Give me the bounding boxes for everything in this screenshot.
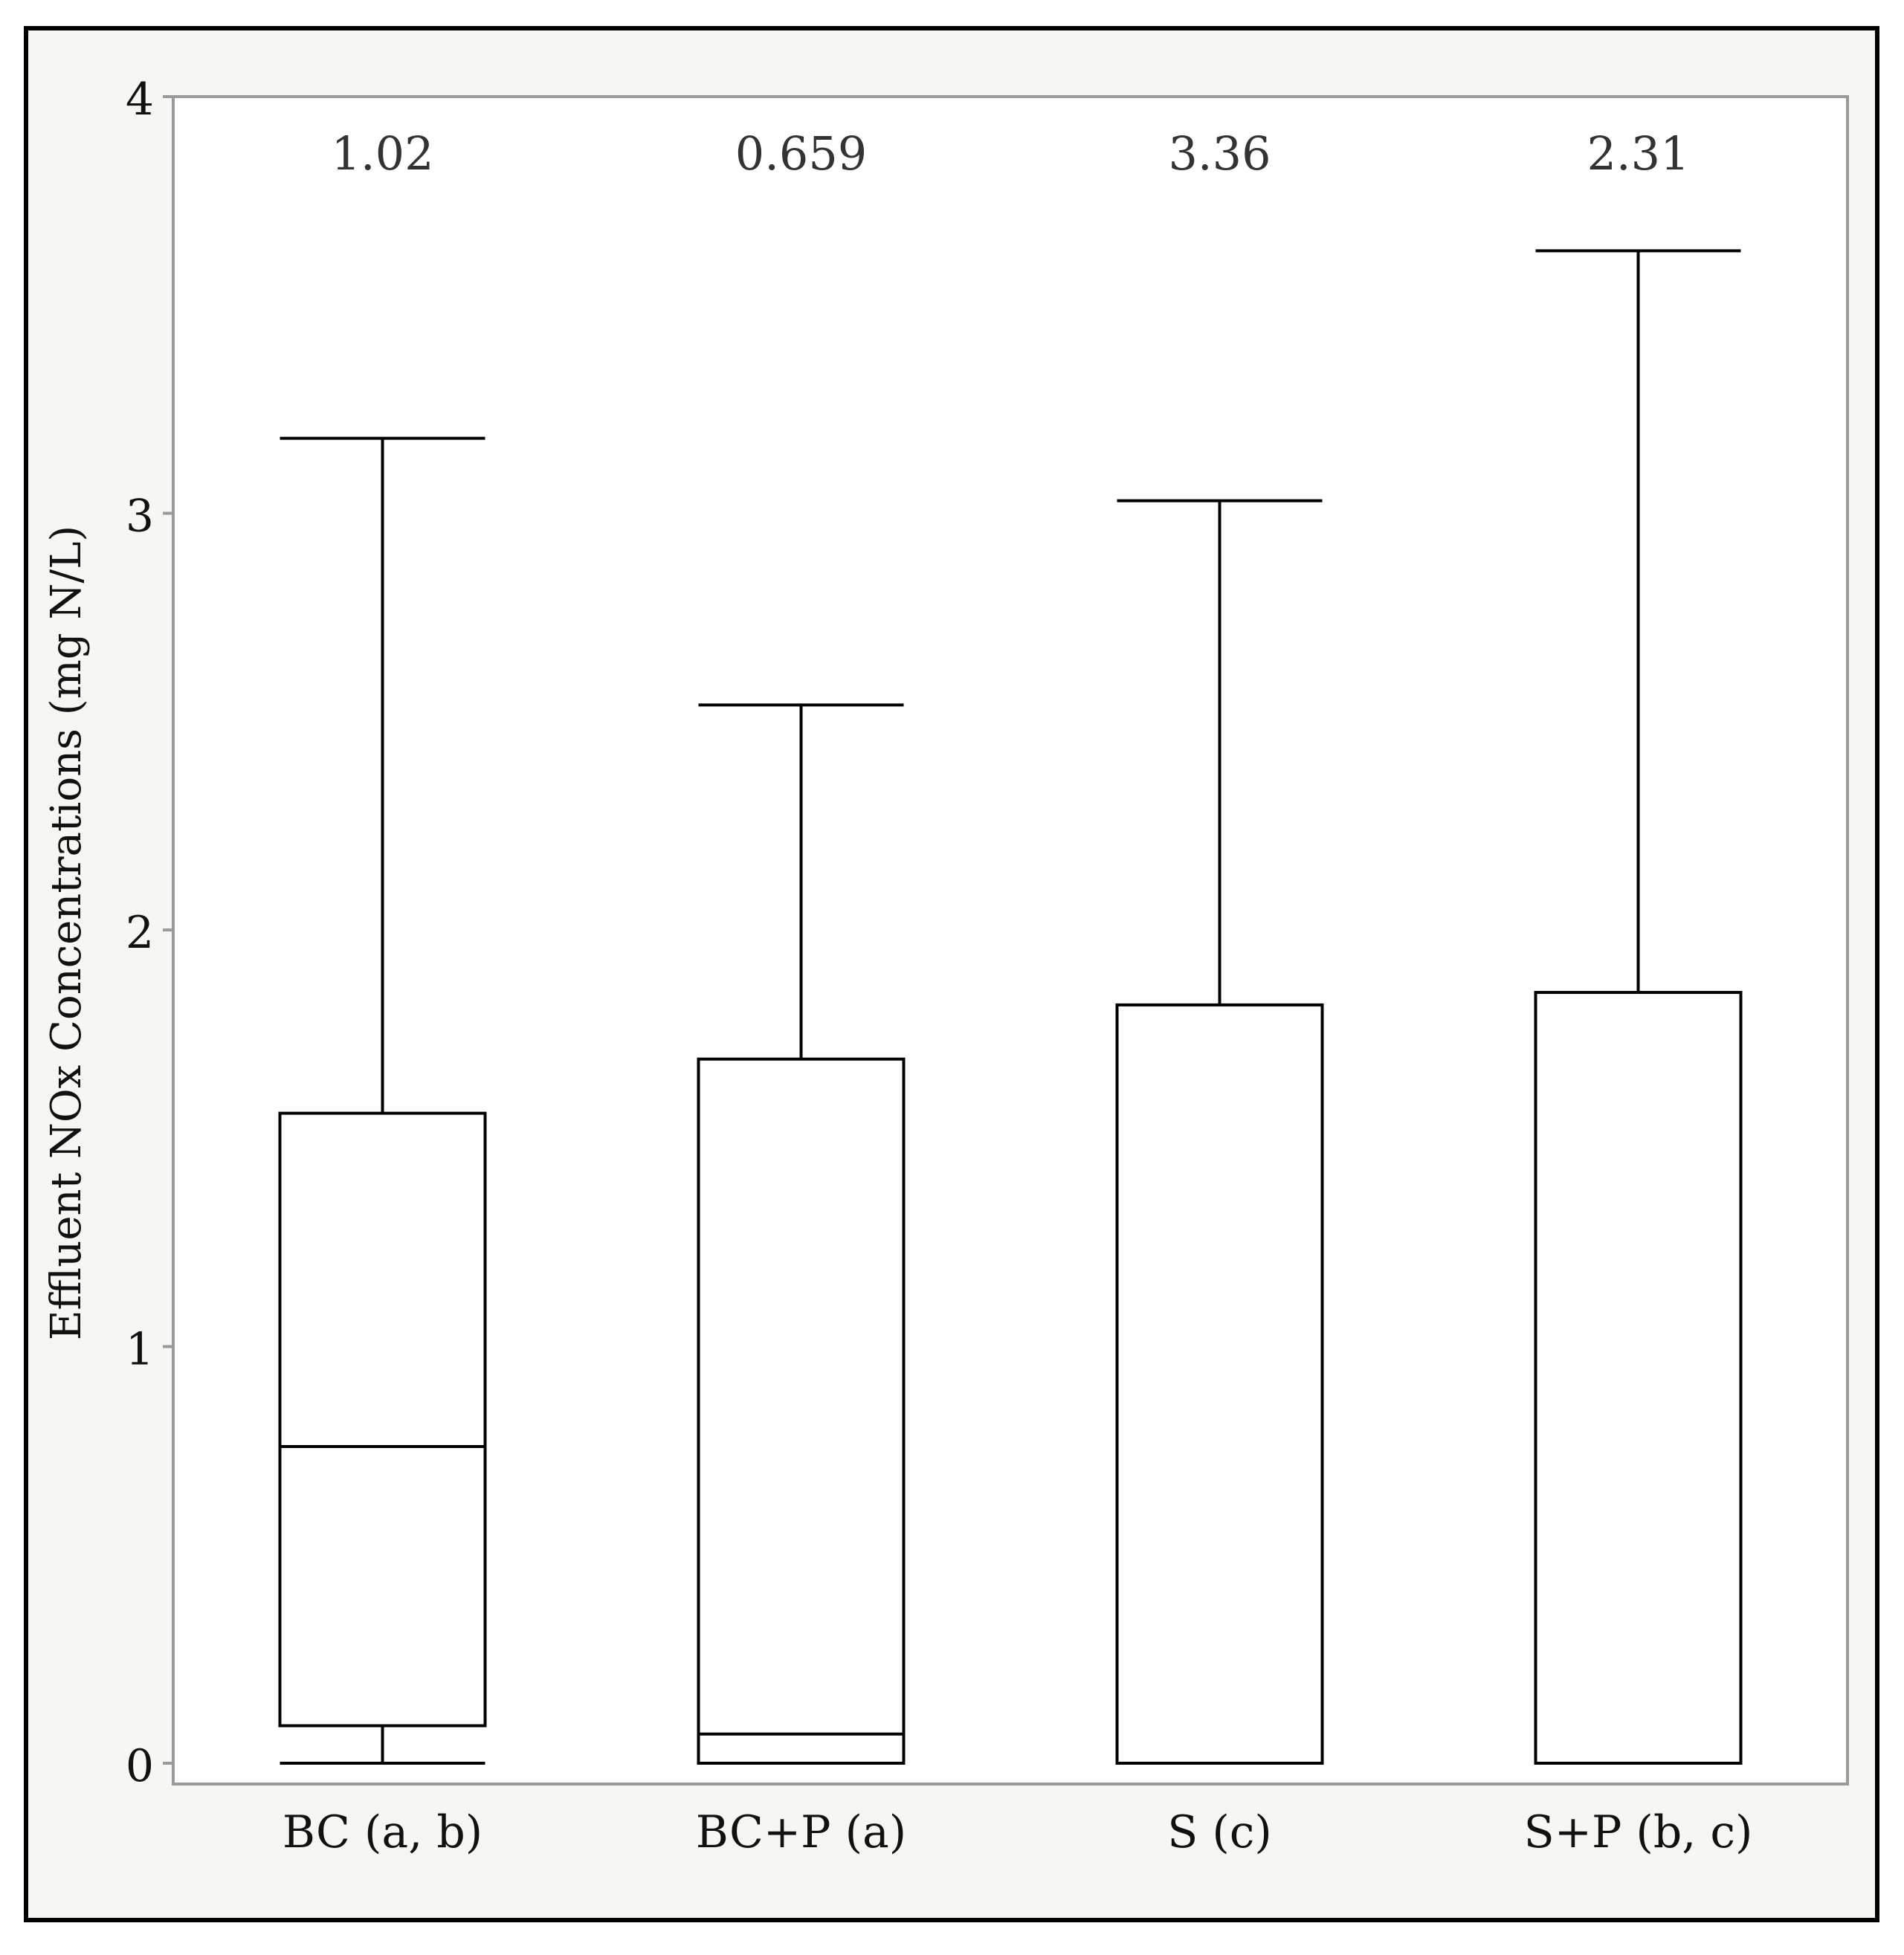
y-tick-label: 1 (126, 1324, 154, 1376)
plot-area (172, 95, 1849, 1786)
box-annotation: 2.31 (1587, 126, 1689, 181)
box-group (1534, 249, 1743, 1765)
iqr-box (697, 1057, 906, 1765)
x-tick-label: S (c) (1167, 1806, 1272, 1858)
x-tick-label: BC (a, b) (283, 1806, 483, 1858)
box-group (1115, 499, 1324, 1765)
y-ticks: 0 1 2 3 4 (126, 74, 173, 1792)
box-group (278, 436, 487, 1765)
annotations: 1.02 0.659 3.36 2.31 (331, 126, 1689, 181)
y-tick-label: 2 (126, 907, 154, 959)
y-tick-label: 3 (126, 491, 154, 543)
y-tick-label: 0 (126, 1740, 154, 1792)
x-tick-labels: BC (a, b) BC+P (a) S (c) S+P (b, c) (283, 1806, 1753, 1858)
iqr-box (278, 1111, 487, 1728)
box-annotation: 3.36 (1168, 126, 1271, 181)
y-axis-title: Effluent NOx Concentrations (mg N/L) (42, 526, 91, 1341)
box-annotation: 0.659 (735, 126, 868, 181)
iqr-box (1115, 1003, 1324, 1765)
boxes (278, 249, 1743, 1765)
x-tick-label: BC+P (a) (696, 1806, 906, 1858)
box-annotation: 1.02 (331, 126, 433, 181)
box-group (697, 703, 906, 1765)
iqr-box (1534, 991, 1743, 1765)
y-tick-label: 4 (126, 74, 154, 126)
x-tick-label: S+P (b, c) (1524, 1806, 1753, 1858)
